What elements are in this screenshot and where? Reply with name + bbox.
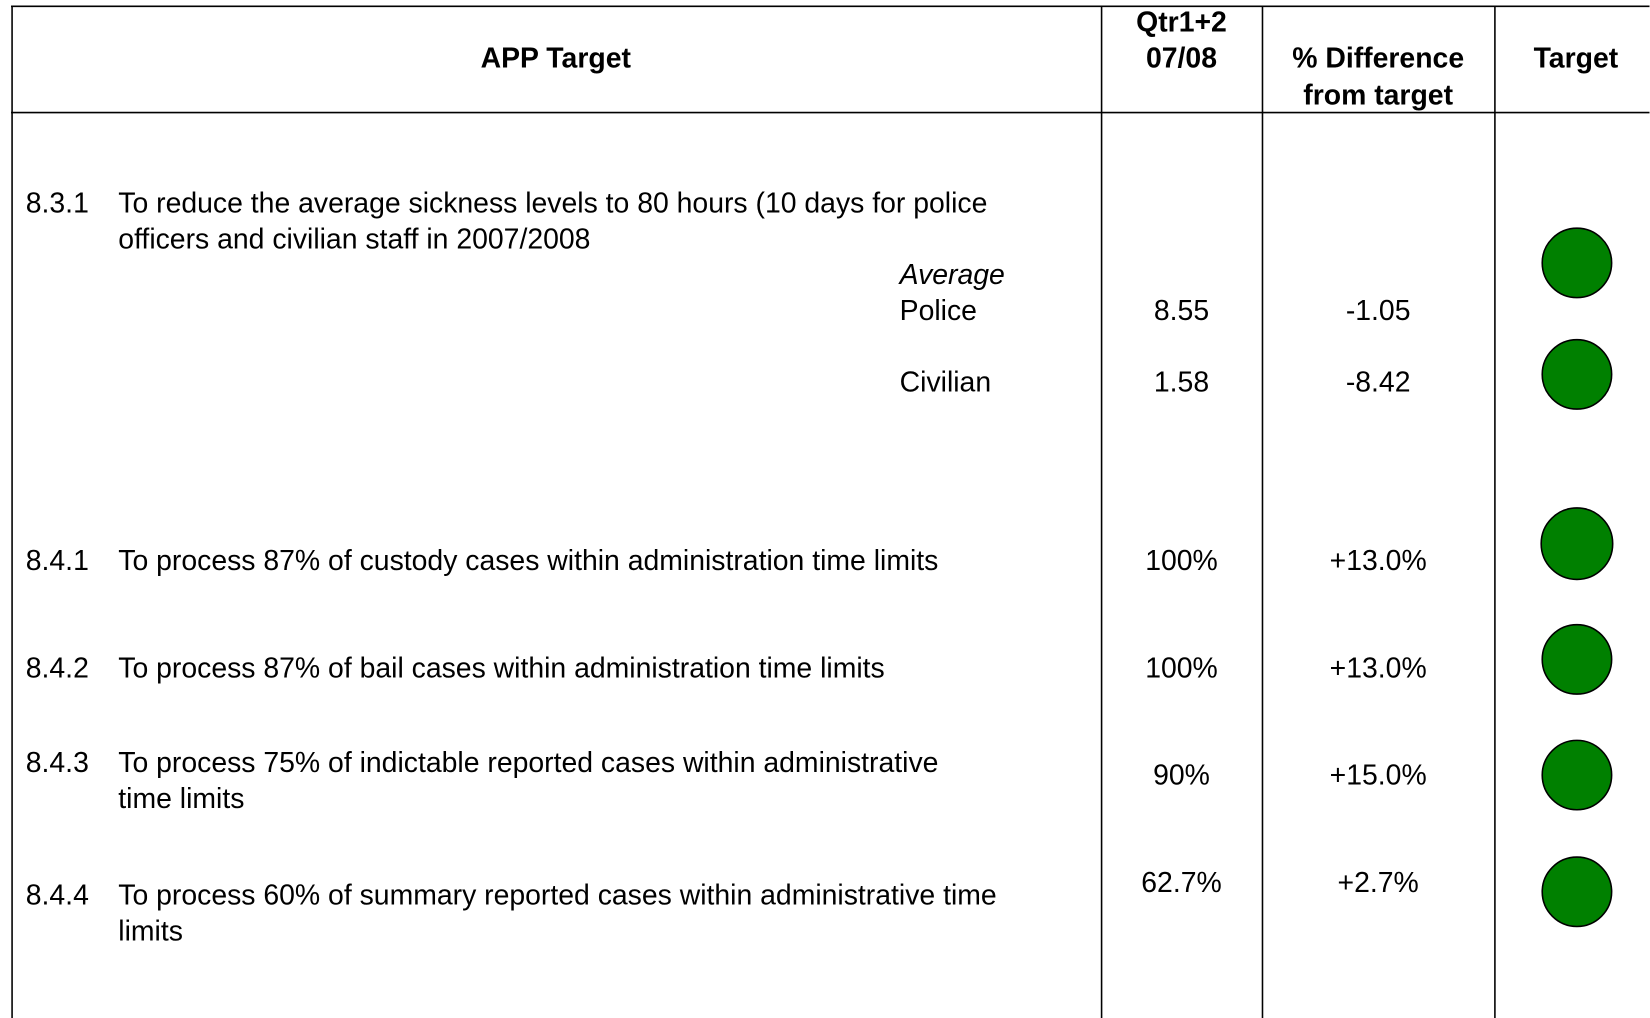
difference: -8.42 [1346,366,1411,398]
row-code: 8.4.2 [26,652,89,684]
header-cell: from target [1303,79,1453,111]
row-text: To process 60% of summary reported cases… [118,880,996,912]
row-code: 8.3.1 [26,188,89,220]
row-text: time limits [118,783,244,815]
value: 100% [1145,545,1218,577]
difference: +13.0% [1330,545,1427,577]
header-cell: % Difference [1292,42,1464,74]
status-indicator [1541,856,1613,928]
row-text: limits [118,915,183,947]
value: 90% [1153,760,1210,792]
header-cell: APP Target [481,42,632,74]
status-indicator [1541,739,1613,811]
difference: -1.05 [1346,295,1411,327]
row-text: To reduce the average sickness levels to… [118,188,987,220]
row-text: officers and civilian staff in 2007/2008 [118,223,590,255]
difference: +13.0% [1330,652,1427,684]
status-indicator [1541,623,1613,695]
difference: +15.0% [1330,760,1427,792]
row-text: To process 87% of custody cases within a… [118,545,938,577]
row-code: 8.4.1 [26,545,89,577]
header-cell: Qtr1+2 [1136,7,1227,39]
status-indicator [1540,507,1614,581]
row-text: To process 75% of indictable reported ca… [118,747,938,779]
value: 100% [1145,652,1218,684]
header-cell: Target [1534,42,1619,74]
sub-label: Average [898,259,1005,291]
status-indicator [1541,338,1613,410]
row-code: 8.4.4 [26,880,89,912]
row-code: 8.4.3 [26,747,89,779]
difference: +2.7% [1338,867,1419,899]
header-cell: 07/08 [1146,42,1217,74]
row-text: To process 87% of bail cases within admi… [118,652,884,684]
sub-row-label: Civilian [900,366,991,398]
sub-row-label: Police [900,295,977,327]
value: 8.55 [1154,295,1209,327]
status-indicator [1541,227,1613,299]
value: 62.7% [1141,867,1221,899]
value: 1.58 [1154,366,1209,398]
